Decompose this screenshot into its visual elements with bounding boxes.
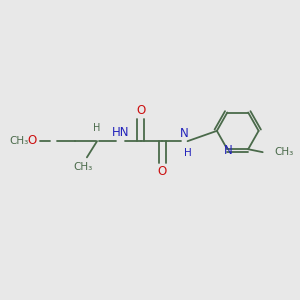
Text: H: H <box>184 148 191 158</box>
Text: O: O <box>136 104 145 117</box>
Text: CH₃: CH₃ <box>274 147 293 157</box>
Text: CH₃: CH₃ <box>73 162 92 172</box>
Text: N: N <box>180 127 188 140</box>
Text: O: O <box>27 134 36 147</box>
Text: N: N <box>224 144 233 157</box>
Text: H: H <box>93 123 101 133</box>
Text: O: O <box>158 165 167 178</box>
Text: CH₃: CH₃ <box>10 136 29 146</box>
Text: HN: HN <box>112 126 129 139</box>
